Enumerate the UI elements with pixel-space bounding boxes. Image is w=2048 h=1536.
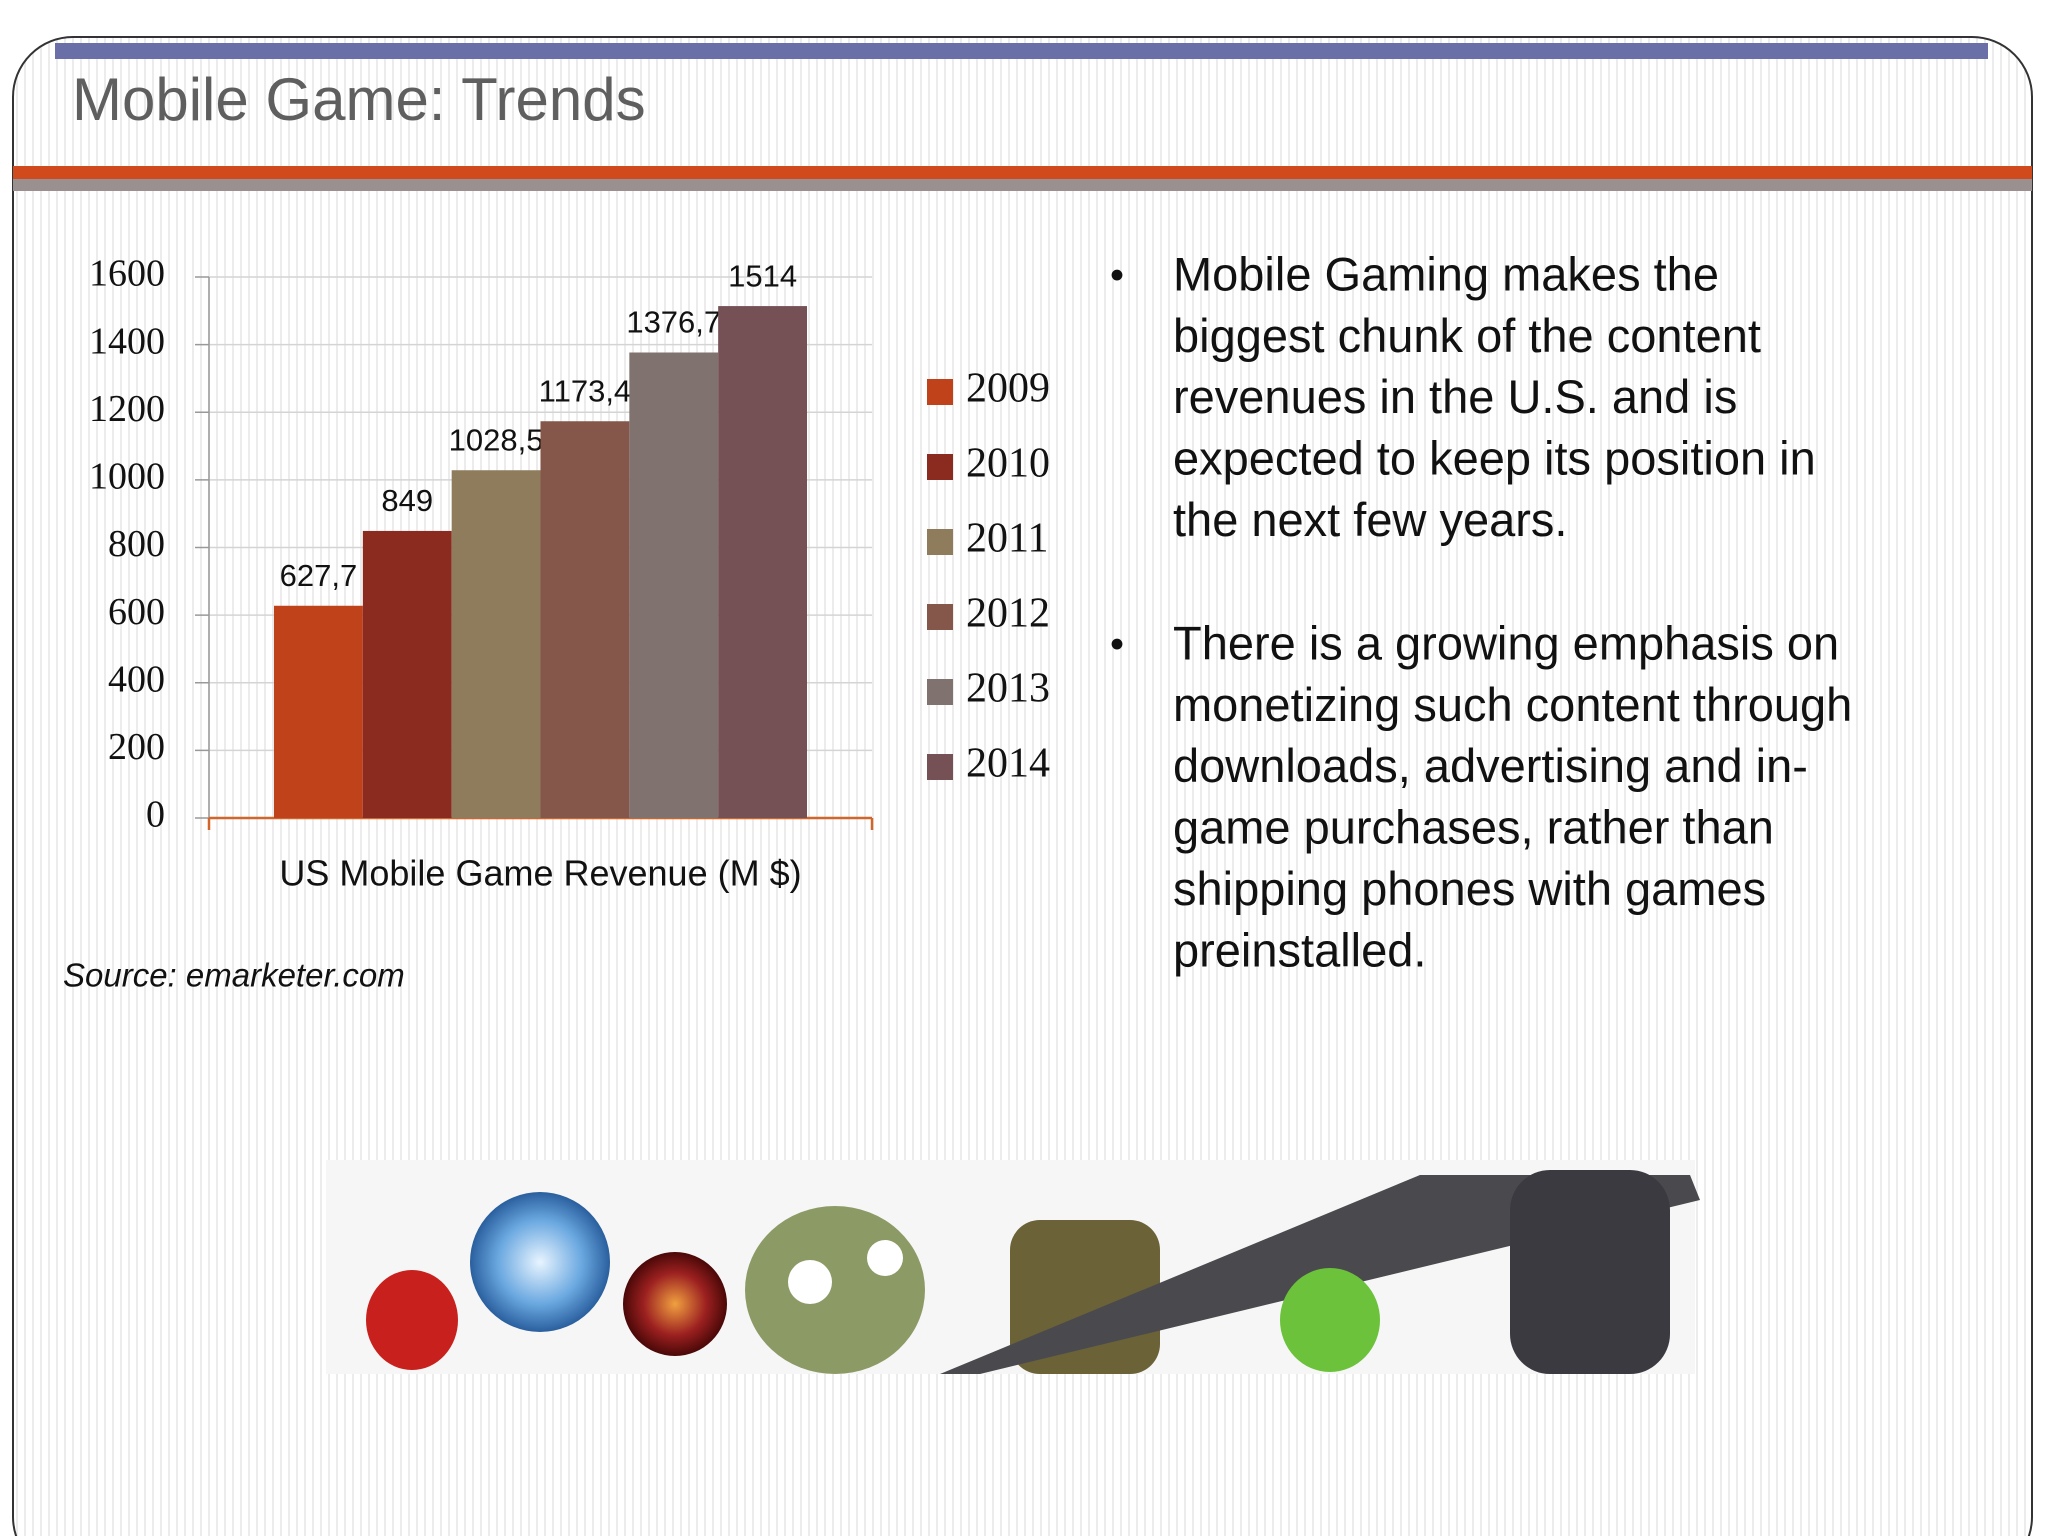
data-label: 1028,5	[449, 422, 544, 457]
bullet-line: biggest chunk of the content	[1173, 309, 1761, 362]
y-tick-label: 1200	[89, 388, 165, 430]
bullet-line: downloads, advertising and in-	[1173, 739, 1808, 792]
legend-swatch	[927, 454, 953, 480]
bullet-line: game purchases, rather than	[1173, 801, 1774, 854]
bullet-line: There is a growing emphasis on	[1173, 616, 1839, 669]
red-orb	[623, 1252, 727, 1356]
top-band	[55, 43, 1988, 59]
zombie-eye	[788, 1260, 832, 1304]
blue-orb	[470, 1192, 610, 1332]
bullet-line: shipping phones with games	[1173, 862, 1766, 915]
legend-label: 2009	[966, 366, 1050, 412]
bar	[540, 421, 630, 818]
bullet-line: the next few years.	[1173, 493, 1567, 546]
bar	[274, 605, 363, 818]
bar	[629, 352, 719, 818]
zombie-eye	[867, 1240, 903, 1276]
legend-swatch	[927, 379, 953, 405]
gray-band	[13, 179, 2032, 191]
legend-swatch	[927, 529, 953, 555]
legend-swatch	[927, 754, 953, 780]
bullet-line: monetizing such content through	[1173, 678, 1852, 731]
red-bird	[366, 1270, 458, 1370]
data-label: 1514	[728, 258, 797, 293]
legend-swatch	[927, 604, 953, 630]
legend-label: 2011	[966, 516, 1048, 562]
bullet-line: expected to keep its position in	[1173, 432, 1816, 485]
bullet-line: revenues in the U.S. and is	[1173, 370, 1737, 423]
y-tick-label: 800	[108, 523, 165, 565]
bar	[451, 470, 541, 818]
bar	[362, 530, 452, 818]
green-monster	[1280, 1268, 1380, 1372]
bullet-dot: •	[1110, 254, 1124, 298]
orange-band	[13, 166, 2032, 179]
knight	[1510, 1170, 1670, 1374]
data-label: 1376,7	[626, 305, 721, 340]
y-tick-label: 200	[108, 726, 165, 768]
bullet-dot: •	[1110, 623, 1124, 667]
data-label: 849	[381, 483, 433, 518]
y-tick-label: 1400	[89, 320, 165, 362]
source-note: Source: emarketer.com	[63, 957, 405, 994]
game-banner	[326, 1160, 1700, 1374]
y-tick-label: 600	[108, 591, 165, 633]
legend-label: 2013	[966, 666, 1050, 712]
y-tick-label: 1000	[89, 456, 165, 498]
y-tick-label: 1600	[89, 253, 165, 295]
legend-label: 2012	[966, 591, 1050, 637]
bar	[718, 306, 807, 818]
data-label: 627,7	[280, 558, 358, 593]
legend-label: 2010	[966, 441, 1050, 487]
slide-title: Mobile Game: Trends	[72, 66, 646, 133]
legend-swatch	[927, 679, 953, 705]
y-tick-label: 0	[146, 794, 165, 836]
x-category-label: US Mobile Game Revenue (M $)	[279, 853, 801, 894]
bullet-line: Mobile Gaming makes the	[1173, 247, 1719, 300]
bullet-line: preinstalled.	[1173, 923, 1426, 976]
zombie-head	[745, 1206, 925, 1374]
legend-label: 2014	[966, 741, 1050, 787]
y-tick-label: 400	[108, 658, 165, 700]
data-label: 1173,4	[539, 373, 632, 408]
